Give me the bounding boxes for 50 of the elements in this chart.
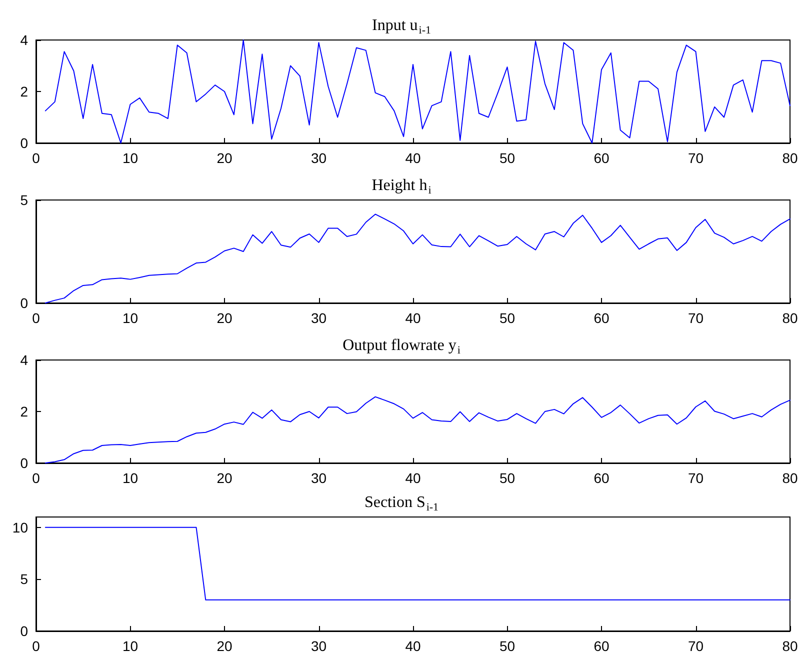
x-tick-label: 10 xyxy=(122,638,138,654)
x-tick-label: 10 xyxy=(122,470,138,486)
x-tick-label: 40 xyxy=(405,310,421,326)
x-tick-label: 0 xyxy=(32,638,40,654)
x-tick-label: 0 xyxy=(32,310,40,326)
x-tick-label: 20 xyxy=(216,310,232,326)
x-tick-label: 70 xyxy=(688,150,704,166)
line-series xyxy=(44,214,790,304)
y-tick-label: 0 xyxy=(20,295,28,311)
x-tick-label: 30 xyxy=(310,470,327,486)
y-tick-label: 0 xyxy=(20,623,28,639)
x-tick-label: 30 xyxy=(310,150,327,166)
x-tick-label: 70 xyxy=(688,638,704,654)
x-tick-label: 60 xyxy=(594,150,610,166)
x-tick-label: 40 xyxy=(405,470,421,486)
x-tick-label: 50 xyxy=(499,638,516,654)
y-tick-label: 5 xyxy=(20,192,28,208)
x-tick-label: 80 xyxy=(782,150,798,166)
x-tick-label: 60 xyxy=(594,470,610,486)
x-tick-label: 80 xyxy=(782,310,798,326)
x-tick-label: 30 xyxy=(310,638,327,654)
y-tick-label: 10 xyxy=(12,519,28,536)
x-tick-label: 60 xyxy=(594,638,610,654)
line-series xyxy=(44,396,790,464)
x-tick-label: 30 xyxy=(310,310,327,326)
x-tick-label: 40 xyxy=(405,150,421,166)
y-tick-label: 0 xyxy=(20,135,28,151)
y-tick-label: 4 xyxy=(20,352,28,368)
x-tick-label: 20 xyxy=(216,150,232,166)
y-tick-label: 2 xyxy=(20,404,28,420)
x-tick-label: 70 xyxy=(688,470,704,486)
x-tick-label: 20 xyxy=(216,470,232,486)
x-tick-label: 80 xyxy=(782,638,798,654)
x-tick-label: 40 xyxy=(405,638,421,654)
x-tick-label: 50 xyxy=(499,470,516,486)
x-tick-label: 50 xyxy=(499,150,516,166)
x-tick-label: 80 xyxy=(782,470,798,486)
y-tick-label: 4 xyxy=(20,32,28,48)
x-tick-label: 0 xyxy=(32,150,40,166)
x-tick-label: 10 xyxy=(122,150,138,166)
x-tick-label: 60 xyxy=(594,310,610,326)
y-tick-label: 0 xyxy=(20,455,28,471)
y-tick-label: 2 xyxy=(20,84,28,100)
x-tick-label: 50 xyxy=(499,310,516,326)
line-series xyxy=(44,40,790,144)
x-tick-label: 20 xyxy=(216,638,232,654)
y-tick-label: 5 xyxy=(20,571,28,588)
x-tick-label: 70 xyxy=(688,310,704,326)
x-tick-label: 0 xyxy=(32,470,40,486)
x-tick-label: 10 xyxy=(122,310,138,326)
